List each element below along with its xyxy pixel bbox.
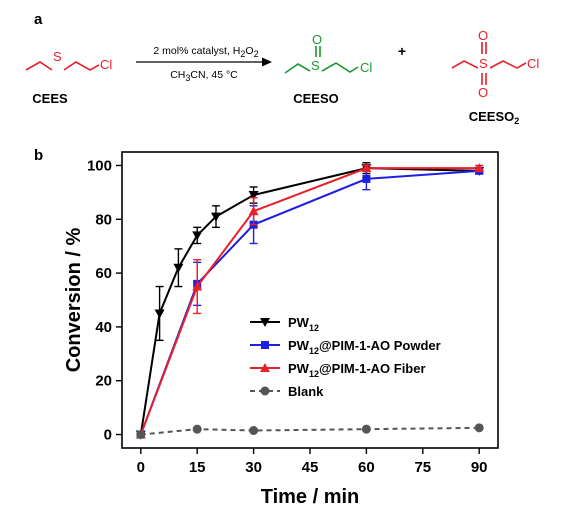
- data-point: [361, 163, 372, 173]
- x-tick-label: 15: [189, 459, 206, 476]
- legend-marker: [260, 386, 270, 396]
- data-point: [361, 424, 371, 434]
- x-tick-label: 90: [471, 459, 488, 476]
- data-point: [154, 309, 165, 319]
- cees-structure: [25, 61, 100, 71]
- plus-sign: +: [398, 43, 406, 59]
- series-2: [135, 163, 485, 439]
- ceeso-sulfur-atom: S: [311, 58, 320, 73]
- series-line: [140, 426, 480, 436]
- legend-item-2: PW12@PIM-1-AO Fiber: [250, 361, 426, 379]
- data-point: [192, 281, 203, 291]
- reaction-arrowhead: [262, 57, 272, 67]
- legend: PW12 PW12@PIM-1-AO Powder PW12@PIM-1-AO Fi…: [250, 315, 441, 399]
- y-tick-label: 0: [104, 427, 112, 444]
- product1-label: CEESO: [293, 91, 339, 106]
- ceeso2-oxygen-top-atom: O: [478, 28, 488, 43]
- legend-label: PW12@PIM-1-AO Fiber: [288, 361, 426, 379]
- x-tick-label: 75: [414, 459, 431, 476]
- y-tick-label: 60: [95, 265, 112, 282]
- cees-sulfur-atom: S: [53, 49, 62, 64]
- reactant-label: CEES: [32, 91, 68, 106]
- data-point: [248, 206, 259, 216]
- plot-frame: [121, 151, 499, 449]
- y-tick-label: 80: [95, 211, 112, 228]
- legend-label: Blank: [288, 384, 324, 399]
- series-line: [139, 167, 480, 435]
- legend-label: PW12: [288, 315, 319, 333]
- cees-chlorine-atom: Cl: [100, 57, 112, 72]
- x-axis-title: Time / min: [261, 486, 360, 508]
- ceeso-oxygen-atom: O: [312, 32, 322, 47]
- ceeso2-chlorine-atom: Cl: [527, 56, 539, 71]
- y-tick-label: 100: [87, 157, 112, 174]
- y-tick-label: 20: [95, 373, 112, 390]
- x-tick-label: 30: [245, 459, 262, 476]
- legend-marker: [260, 363, 270, 372]
- data-point: [192, 424, 202, 434]
- ceeso2-structure: [451, 42, 527, 85]
- ceeso2-sulfur-atom: S: [479, 56, 488, 71]
- ceeso-structure: [284, 46, 359, 74]
- data-point: [474, 163, 485, 173]
- condition-top: 2 mol% catalyst, H2O2: [153, 45, 258, 59]
- y-tick-label: 40: [95, 319, 112, 336]
- legend-item-3: Blank: [250, 384, 324, 399]
- legend-item-0: PW12: [250, 315, 319, 333]
- series-3: [136, 423, 484, 440]
- data-point: [173, 263, 184, 273]
- product2-label: CEESO2: [469, 109, 520, 126]
- x-tick-label: 0: [137, 459, 145, 476]
- ceeso-chlorine-atom: Cl: [360, 60, 372, 75]
- data-point: [362, 174, 371, 183]
- legend-marker: [261, 341, 269, 349]
- series-layer: [135, 162, 485, 440]
- legend-marker: [260, 318, 270, 327]
- x-tick-label: 60: [358, 459, 375, 476]
- panel-b-label: b: [34, 147, 43, 164]
- legend-label: PW12@PIM-1-AO Powder: [288, 338, 441, 356]
- ceeso2-oxygen-bottom-atom: O: [478, 85, 488, 100]
- data-point: [248, 191, 259, 201]
- y-axis-title: Conversion / %: [63, 228, 85, 373]
- panel-a-label: a: [34, 11, 43, 28]
- legend-item-1: PW12@PIM-1-AO Powder: [250, 338, 441, 356]
- x-tick-label: 45: [302, 459, 319, 476]
- data-point: [249, 426, 259, 436]
- data-point: [474, 423, 484, 433]
- data-point: [192, 231, 203, 241]
- conversion-chart: 0 15 30 45 60 75 90 0 20 40 60 80 100 PW12 PW12@PIM-1…: [63, 151, 499, 508]
- condition-bottom: CH3CN, 45 °C: [170, 69, 238, 83]
- data-point: [136, 430, 146, 440]
- axis-ticks: 0 15 30 45 60 75 90 0 20 40 60 80 100: [87, 157, 488, 476]
- data-point: [211, 212, 221, 222]
